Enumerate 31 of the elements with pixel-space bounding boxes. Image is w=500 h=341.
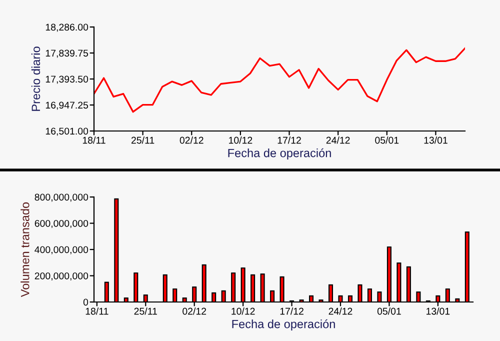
x-tick-label: 25/11 [134, 308, 157, 315]
x-tick-label: 10/12 [232, 308, 255, 315]
x-tick-label: 02/12 [182, 308, 206, 315]
x-tick-label: 17/12 [278, 136, 301, 144]
x-tick-label: 17/12 [280, 308, 304, 315]
y-axis-title: Precio diario [31, 46, 40, 111]
x-tick-label: 18/11 [86, 308, 108, 315]
y-tick-label: 200,000,000 [34, 272, 88, 281]
x-axis-title: Fecha de operación [232, 319, 335, 331]
y-axis-title: Volumen transado [20, 202, 30, 298]
y-tick-label: 17,839.75 [46, 50, 88, 58]
y-tick-label: 0 [83, 298, 88, 306]
x-tick-label: 05/01 [377, 308, 401, 315]
x-tick-label: 13/01 [426, 308, 450, 315]
y-tick-label: 400,000,000 [34, 246, 88, 254]
x-tick-label: 10/12 [229, 136, 252, 144]
y-tick-label: 600,000,000 [34, 220, 88, 228]
line-series [94, 47, 465, 113]
x-tick-label: 02/12 [180, 136, 204, 144]
x-tick-label: 25/11 [132, 136, 154, 144]
y-tick-label: 17,393.50 [46, 76, 88, 84]
x-tick-label: 24/12 [328, 308, 352, 315]
x-axis-title: Fecha de operación [228, 148, 331, 160]
y-tick-label: 800,000,000 [34, 194, 88, 202]
x-tick-label: 18/11 [82, 136, 106, 144]
x-tick-label: 24/12 [326, 136, 350, 144]
y-tick-label: 16,501.00 [46, 128, 88, 136]
y-tick-label: 18,286.00 [46, 24, 88, 32]
x-tick-label: 05/01 [375, 136, 399, 144]
y-tick-label: 16,947.25 [46, 102, 88, 110]
x-tick-label: 13/01 [424, 136, 448, 144]
